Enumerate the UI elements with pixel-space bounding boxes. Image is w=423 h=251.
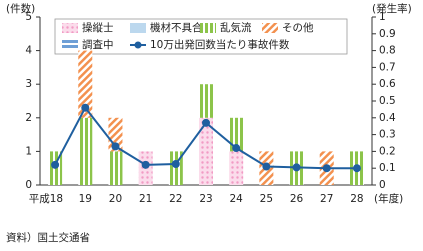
line-marker [352,164,361,173]
y2-tick-label: 0.4 [379,112,396,124]
legend-swatch [200,23,216,33]
bar [108,151,123,185]
x-tick-label: 28 [350,193,363,205]
line-marker [292,163,301,172]
line-marker [141,160,150,169]
legend-label: 乱気流 [220,21,252,34]
y2-tick-label: 0.5 [379,95,396,107]
y2-tick-label: 0.2 [379,145,396,157]
line-marker [262,162,271,171]
x-tick-label: 20 [109,193,122,205]
bar [199,84,213,118]
legend-swatch [62,40,78,50]
bar [229,117,244,152]
x-tick-label: 23 [199,193,212,205]
y2-tick-label: 0.3 [379,129,396,141]
legend-swatch [262,23,278,33]
y-tick-label: 2 [25,112,32,124]
y2-tick-label: 0.9 [379,28,396,40]
legend-swatch [62,23,78,33]
y-tick-label: 1 [25,145,32,157]
x-tick-label: 27 [320,193,333,205]
line-marker [202,118,210,127]
x-tick-label: 22 [169,193,182,205]
line-marker [111,142,120,151]
legend-box [54,18,348,55]
y2-tick-label: 0.7 [379,61,396,73]
y-tick-label: 4 [25,45,32,57]
line-marker [81,103,90,112]
y-tick-label: 0 [25,179,32,191]
bar [78,50,93,118]
legend-swatch [130,23,146,33]
x-tick-label: 19 [79,193,92,205]
legend-label: 操縦士 [82,21,114,34]
legend-label: 10万出発回数当たり事故件数 [150,38,290,51]
y-tick-label: 3 [25,78,32,90]
y2-tick-label: 0.6 [379,78,396,90]
legend-label: その他 [282,21,314,34]
bar [229,151,244,185]
x-tick-label: 26 [290,193,304,205]
line-marker [171,160,180,168]
legend-label: 機材不具合 [150,21,203,34]
x-tick-label: 平成18 [29,193,63,205]
y2-tick-label: 1 [379,11,386,23]
x-unit: (年度) [374,192,403,205]
y-tick-label: 5 [25,11,32,23]
y-axis-label: (件数) [6,2,35,15]
legend-label: 調査中 [82,38,114,51]
legend-marker [134,41,142,49]
x-tick-label: 21 [139,193,152,205]
line-marker [51,160,60,169]
line-marker [322,164,331,173]
y2-tick-label: 0.1 [379,162,396,174]
bar [199,117,213,185]
source: 資料）国土交通省 [6,231,90,244]
y2-tick-label: 0 [379,179,386,191]
x-tick-label: 25 [260,193,273,205]
bar [78,117,93,185]
y2-tick-label: 0.8 [379,45,396,57]
line-marker [232,144,241,153]
y2-axis-label: (発生率) [372,2,412,15]
x-tick-label: 24 [229,193,243,205]
